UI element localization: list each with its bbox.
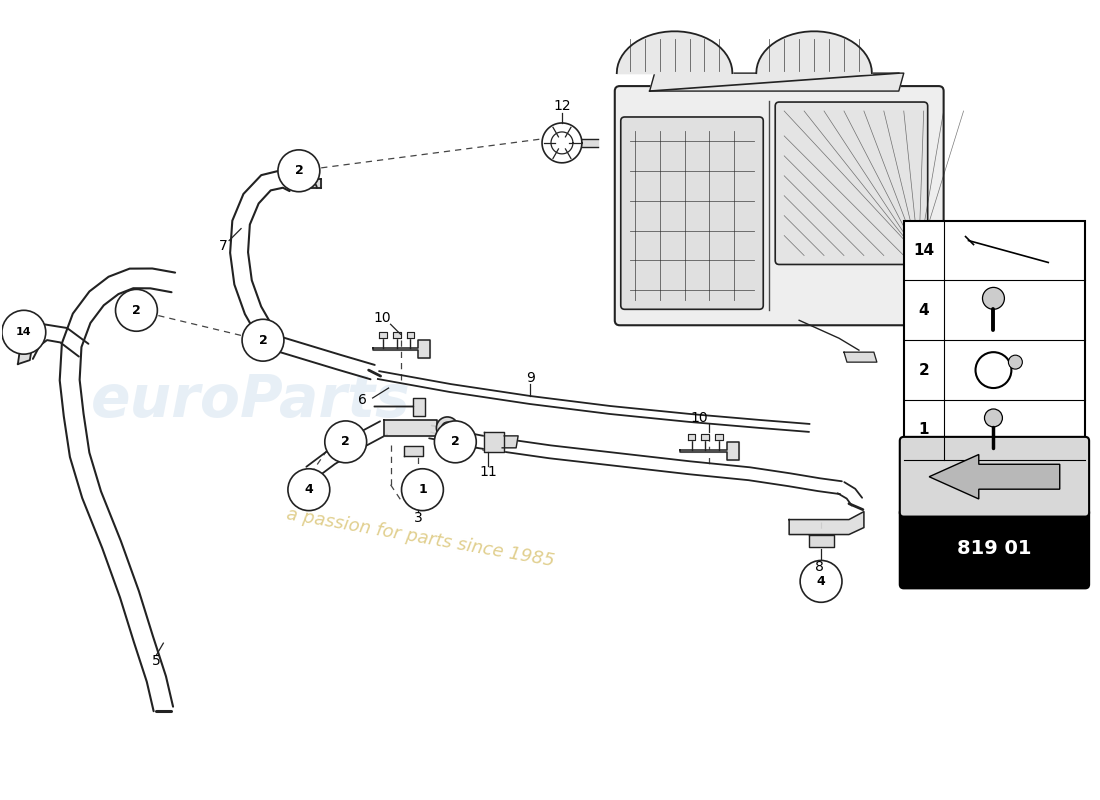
Polygon shape bbox=[503, 436, 518, 448]
Text: 14: 14 bbox=[913, 243, 934, 258]
FancyBboxPatch shape bbox=[620, 117, 763, 310]
FancyBboxPatch shape bbox=[900, 437, 1089, 517]
Polygon shape bbox=[844, 352, 877, 362]
Circle shape bbox=[278, 150, 320, 192]
Text: 2: 2 bbox=[258, 334, 267, 346]
Polygon shape bbox=[680, 442, 739, 460]
Text: 4: 4 bbox=[918, 303, 930, 318]
Text: 11: 11 bbox=[480, 465, 497, 478]
Circle shape bbox=[116, 290, 157, 331]
Text: 2: 2 bbox=[132, 304, 141, 317]
Text: 8: 8 bbox=[815, 561, 824, 574]
Polygon shape bbox=[688, 434, 695, 440]
Text: 9: 9 bbox=[526, 371, 535, 385]
Circle shape bbox=[324, 421, 366, 462]
Polygon shape bbox=[702, 434, 710, 440]
Circle shape bbox=[288, 469, 330, 510]
Circle shape bbox=[1009, 355, 1022, 369]
Polygon shape bbox=[374, 398, 426, 416]
Circle shape bbox=[982, 287, 1004, 310]
Text: euroParts: euroParts bbox=[91, 371, 411, 429]
Circle shape bbox=[242, 319, 284, 361]
Polygon shape bbox=[810, 534, 834, 547]
Polygon shape bbox=[18, 348, 32, 364]
Text: 4: 4 bbox=[816, 575, 825, 588]
Text: 2: 2 bbox=[451, 435, 460, 448]
FancyBboxPatch shape bbox=[615, 86, 944, 326]
Polygon shape bbox=[393, 332, 400, 338]
Circle shape bbox=[800, 561, 842, 602]
Text: 3: 3 bbox=[414, 510, 422, 525]
Text: 4: 4 bbox=[305, 483, 314, 496]
Text: 12: 12 bbox=[553, 99, 571, 113]
FancyBboxPatch shape bbox=[776, 102, 927, 265]
Circle shape bbox=[984, 409, 1002, 427]
Polygon shape bbox=[378, 332, 386, 338]
Text: 5: 5 bbox=[152, 654, 161, 668]
Text: 10: 10 bbox=[691, 411, 708, 425]
Text: 10: 10 bbox=[374, 311, 392, 326]
Circle shape bbox=[402, 469, 443, 510]
Text: 13: 13 bbox=[932, 234, 949, 247]
Text: 1: 1 bbox=[918, 422, 928, 438]
Polygon shape bbox=[650, 73, 904, 91]
Text: 1: 1 bbox=[418, 483, 427, 496]
Polygon shape bbox=[930, 454, 1059, 499]
Polygon shape bbox=[715, 434, 724, 440]
Text: 6: 6 bbox=[359, 393, 367, 407]
Text: 14: 14 bbox=[16, 327, 32, 338]
Polygon shape bbox=[373, 340, 430, 358]
Polygon shape bbox=[384, 420, 438, 436]
Text: 7: 7 bbox=[219, 238, 228, 253]
Circle shape bbox=[441, 422, 453, 434]
Polygon shape bbox=[484, 432, 504, 452]
Circle shape bbox=[2, 310, 46, 354]
Circle shape bbox=[437, 417, 459, 439]
Polygon shape bbox=[301, 178, 321, 188]
Text: 2: 2 bbox=[918, 362, 930, 378]
Circle shape bbox=[434, 421, 476, 462]
Polygon shape bbox=[407, 332, 415, 338]
Polygon shape bbox=[582, 139, 597, 147]
Text: a passion for parts since 1985: a passion for parts since 1985 bbox=[285, 505, 556, 570]
Text: 2: 2 bbox=[341, 435, 350, 448]
FancyBboxPatch shape bbox=[900, 509, 1089, 588]
FancyBboxPatch shape bbox=[904, 221, 1085, 460]
Text: 819 01: 819 01 bbox=[957, 539, 1032, 558]
Text: 2: 2 bbox=[295, 164, 304, 178]
Polygon shape bbox=[404, 446, 424, 456]
Polygon shape bbox=[789, 512, 864, 534]
